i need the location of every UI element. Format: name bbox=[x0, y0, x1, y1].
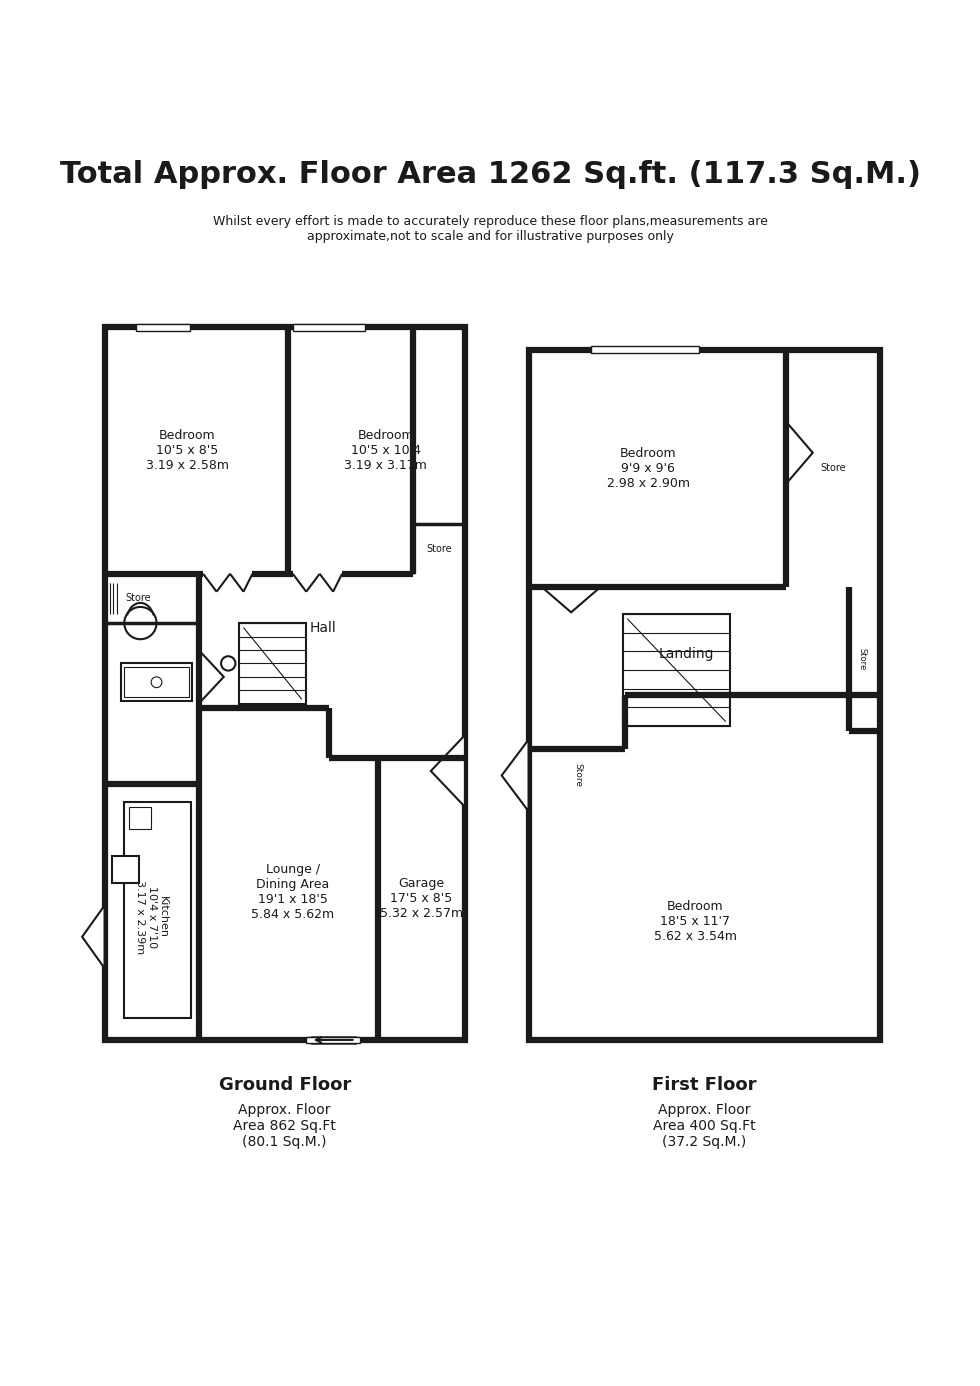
Text: Whilst every effort is made to accurately reproduce these floor plans,measuremen: Whilst every effort is made to accuratel… bbox=[213, 215, 767, 243]
Polygon shape bbox=[502, 740, 528, 811]
Text: Approx. Floor
Area 862 Sq.Ft
(80.1 Sq.M.): Approx. Floor Area 862 Sq.Ft (80.1 Sq.M.… bbox=[233, 1103, 336, 1149]
Text: Garage
17'5 x 8'5
5.32 x 2.57m: Garage 17'5 x 8'5 5.32 x 2.57m bbox=[380, 877, 463, 920]
Bar bbox=[306, 1037, 360, 1042]
Text: Bedroom
10'5 x 10'4
3.19 x 3.17m: Bedroom 10'5 x 10'4 3.19 x 3.17m bbox=[344, 430, 427, 473]
Bar bbox=[121, 664, 192, 701]
Text: Store: Store bbox=[426, 543, 452, 553]
Polygon shape bbox=[431, 735, 465, 807]
Bar bbox=[239, 624, 306, 704]
Bar bbox=[622, 614, 730, 726]
Polygon shape bbox=[528, 349, 880, 1040]
Polygon shape bbox=[199, 650, 223, 704]
Text: Landing: Landing bbox=[659, 647, 714, 661]
Bar bbox=[128, 807, 151, 829]
Text: Bedroom
18'5 x 11'7
5.62 x 3.54m: Bedroom 18'5 x 11'7 5.62 x 3.54m bbox=[654, 900, 737, 942]
Polygon shape bbox=[82, 905, 105, 969]
Polygon shape bbox=[542, 588, 601, 613]
Bar bbox=[124, 802, 191, 1017]
Text: Bedroom
9'9 x 9'6
2.98 x 2.90m: Bedroom 9'9 x 9'6 2.98 x 2.90m bbox=[607, 446, 690, 489]
Text: Store: Store bbox=[820, 463, 846, 474]
Text: First Floor: First Floor bbox=[652, 1076, 757, 1094]
Text: Total Approx. Floor Area 1262 Sq.ft. (117.3 Sq.M.): Total Approx. Floor Area 1262 Sq.ft. (11… bbox=[60, 161, 920, 190]
Bar bbox=[136, 324, 190, 331]
Bar bbox=[293, 324, 365, 331]
Polygon shape bbox=[786, 421, 812, 484]
Text: Approx. Floor
Area 400 Sq.Ft
(37.2 Sq.M.): Approx. Floor Area 400 Sq.Ft (37.2 Sq.M.… bbox=[653, 1103, 756, 1149]
Text: Ground Floor: Ground Floor bbox=[219, 1076, 351, 1094]
Text: Kitchen
10'4 x 7'10
3.17 x 2.39m: Kitchen 10'4 x 7'10 3.17 x 2.39m bbox=[135, 880, 169, 954]
Text: Bedroom
10'5 x 8'5
3.19 x 2.58m: Bedroom 10'5 x 8'5 3.19 x 2.58m bbox=[146, 430, 229, 473]
Bar bbox=[591, 346, 699, 353]
Text: Store: Store bbox=[573, 764, 582, 787]
Text: Store: Store bbox=[858, 647, 866, 669]
Bar bbox=[124, 667, 189, 697]
Bar bbox=[311, 1037, 356, 1044]
Text: Hall: Hall bbox=[310, 621, 336, 635]
Text: Store: Store bbox=[125, 593, 152, 603]
Polygon shape bbox=[105, 327, 465, 1040]
Text: Lounge /
Dining Area
19'1 x 18'5
5.84 x 5.62m: Lounge / Dining Area 19'1 x 18'5 5.84 x … bbox=[251, 863, 334, 922]
Bar bbox=[112, 857, 138, 883]
